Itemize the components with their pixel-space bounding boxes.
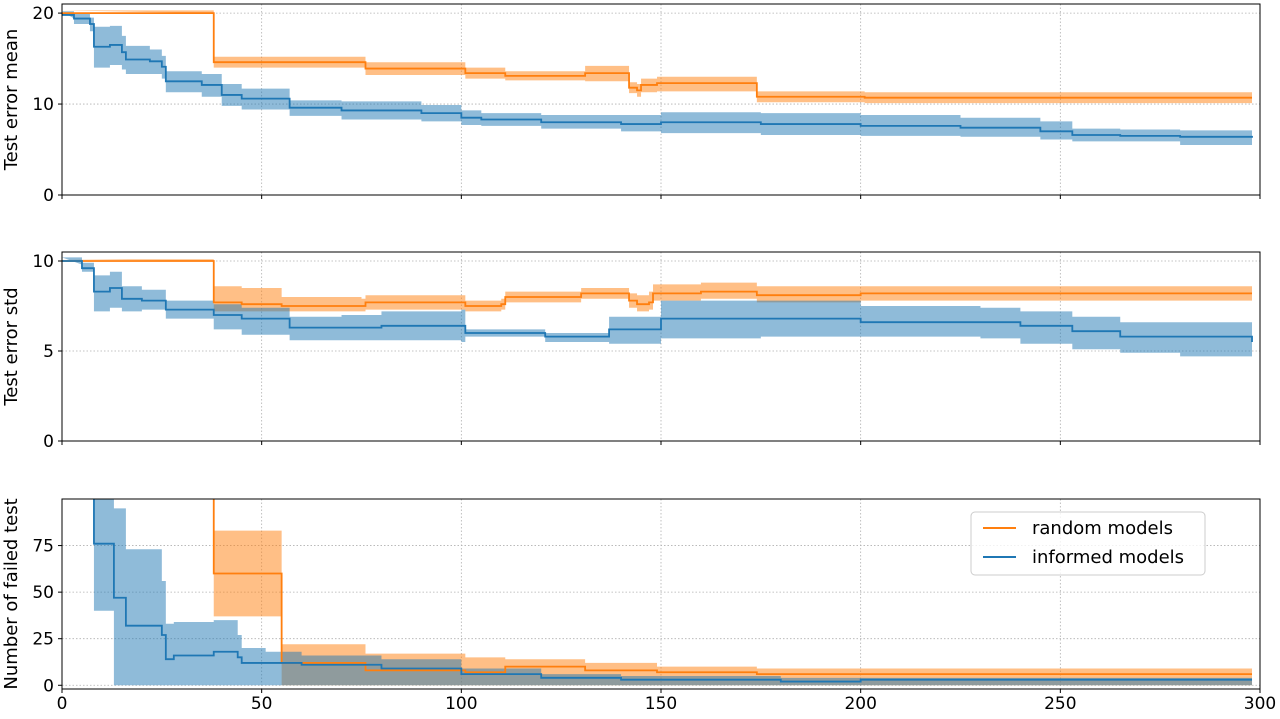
ticks-mean: 0 10 20 bbox=[32, 4, 1261, 206]
y-tick-label: 0 bbox=[43, 186, 54, 206]
band-informed bbox=[93, 499, 1253, 686]
x-tick-label: 100 bbox=[445, 694, 477, 714]
panel-mean: 0 10 20 Test error mean bbox=[1, 3, 1261, 206]
ylabel-std: Test error std bbox=[1, 287, 22, 406]
y-tick-label: 5 bbox=[43, 342, 54, 362]
legend: random models informed models bbox=[970, 511, 1206, 576]
panel-failed: 0 50 100 150 200 250 300 0 25 50 75 Number of fail… bbox=[1, 498, 1276, 714]
x-tick-label: 0 bbox=[57, 694, 68, 714]
plot-area-std bbox=[62, 257, 1253, 359]
band-random bbox=[62, 259, 1253, 312]
band-informed bbox=[62, 11, 1253, 145]
line-random bbox=[62, 260, 1253, 307]
plot-area-failed bbox=[93, 499, 1253, 686]
ylabel-failed: Number of failed test bbox=[1, 498, 22, 689]
line-informed bbox=[93, 499, 1253, 683]
x-tick-label: 150 bbox=[645, 694, 677, 714]
ticks-failed: 0 50 100 150 200 250 300 0 25 50 75 bbox=[32, 537, 1276, 714]
panel-std: 0 5 10 Test error std bbox=[1, 251, 1261, 452]
legend-label-informed: informed models bbox=[1032, 547, 1184, 568]
line-informed bbox=[62, 14, 1253, 138]
y-tick-label: 0 bbox=[43, 432, 54, 452]
grid-std bbox=[62, 252, 1260, 441]
x-tick-label: 200 bbox=[844, 694, 876, 714]
y-tick-label: 25 bbox=[32, 630, 54, 650]
x-tick-label: 50 bbox=[251, 694, 273, 714]
y-tick-label: 20 bbox=[32, 4, 54, 24]
y-tick-label: 10 bbox=[32, 95, 54, 115]
legend-label-random: random models bbox=[1032, 518, 1173, 539]
y-tick-label: 0 bbox=[43, 676, 54, 696]
line-random bbox=[212, 499, 1253, 675]
x-tick-label: 250 bbox=[1044, 694, 1076, 714]
legend-box bbox=[970, 511, 1206, 576]
plot-area-mean bbox=[62, 10, 1253, 145]
band-informed bbox=[62, 257, 1253, 359]
y-tick-label: 75 bbox=[32, 537, 54, 557]
x-tick-label: 300 bbox=[1244, 694, 1276, 714]
line-informed bbox=[62, 260, 1253, 342]
y-tick-label: 50 bbox=[32, 583, 54, 603]
line-random bbox=[62, 12, 1253, 99]
ticks-std: 0 5 10 bbox=[32, 252, 1261, 452]
y-tick-label: 10 bbox=[32, 252, 54, 272]
ylabel-mean: Test error mean bbox=[1, 29, 22, 172]
